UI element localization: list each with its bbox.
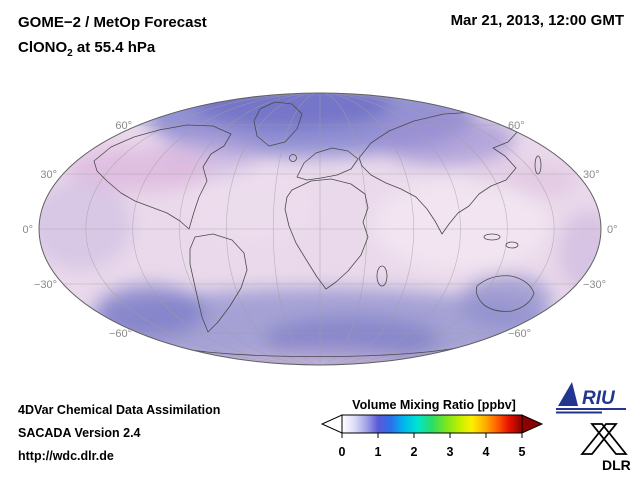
riu-logo-triangle-icon [558,382,578,406]
indian-ocean-light-zone [374,179,550,271]
species-level-title: ClONO2 at 55.4 hPa [18,35,207,66]
riu-logo: RIU [556,382,626,414]
footer-credits: 4DVar Chemical Data Assimilation SACADA … [18,399,220,468]
northeast-blob [375,114,515,166]
tick-4: 4 [482,445,490,459]
west-pink-streak [66,147,210,191]
map-boundary [38,92,602,366]
north-polar-core-blob [192,93,392,129]
colorbar-tick-labels: 0 1 2 3 4 5 [308,445,560,461]
page-title: GOME−2 / MetOp Forecast [18,14,207,31]
dlr-logo-wing-icon [580,423,618,455]
tick-2: 2 [410,445,418,459]
tick-0: 0 [338,445,346,459]
riu-logo-text: RIU [582,388,616,409]
graticule [39,93,601,365]
tick-3: 3 [446,445,454,459]
header-titles: GOME−2 / MetOp Forecast ClONO2 at 55.4 h… [18,10,207,66]
west-lavender-blob [39,180,132,270]
version-label: SACADA Version 2.4 [18,426,141,440]
datetime-label: Mar 21, 2013, 12:00 GMT [450,12,624,29]
coast-madagascar [376,265,388,287]
lat-label-right-0: 0° [607,224,618,236]
species-subscript: 2 [67,48,73,59]
south-west-core [95,285,205,337]
colorbar-tick-marks [341,433,523,438]
riu-logo-line-2 [556,411,602,414]
coastlines [93,101,542,365]
dlr-logo: DLR [580,423,631,473]
world-map: 60° 30° 0° −30° −60° 60° 30° 0° −30° −60… [22,92,618,366]
atlantic-light-zone [190,169,314,241]
lat-label-right-m60: −60° [508,328,531,340]
assimilation-label: 4DVar Chemical Data Assimilation [18,403,221,417]
coast-africa [284,178,369,290]
coast-new-guinea [505,241,519,249]
colorbar-scale [320,414,544,438]
south-east-core [460,275,552,327]
coast-europe [296,147,359,181]
dlr-logo-wing2-icon [590,423,628,455]
dlr-logo-text: DLR [602,457,631,473]
colorbar-high-arrow [521,414,544,434]
colorbar-gradient-bar [341,414,523,434]
data-field [39,93,601,365]
tick-5: 5 [518,445,526,459]
colorbar-low-arrow [320,414,343,434]
riu-logo-line-1 [556,408,626,410]
south-pole-lighter [225,349,415,365]
url-label: http://wdc.dlr.de [18,449,114,463]
lat-label-left-30: 30° [40,169,57,181]
coast-australia [475,275,535,312]
species-name: ClONO [18,39,68,56]
coast-asia [358,111,520,235]
latitude-labels: 60° 30° 0° −30° −60° 60° 30° 0° −30° −60… [22,120,617,340]
coast-japan [534,155,542,175]
coast-british-isles [289,154,297,162]
lat-label-right-60: 60° [508,120,525,132]
colorbar: Volume Mixing Ratio [ppbv] 0 1 2 3 4 [308,398,560,461]
east-edge-blob [558,211,601,295]
lat-label-right-30: 30° [583,169,600,181]
lat-label-left-m60: −60° [109,328,132,340]
tick-1: 1 [374,445,382,459]
lat-label-left-0: 0° [22,224,33,236]
coast-north-america [93,124,232,230]
lat-label-left-m30: −30° [34,279,57,291]
coast-indonesia [483,233,501,241]
coast-south-america [189,233,248,333]
pressure-level: at 55.4 hPa [72,39,156,56]
coast-greenland [253,101,303,147]
lat-label-right-m30: −30° [583,279,606,291]
colorbar-title: Volume Mixing Ratio [ppbv] [352,398,516,412]
lat-label-left-60: 60° [115,120,132,132]
